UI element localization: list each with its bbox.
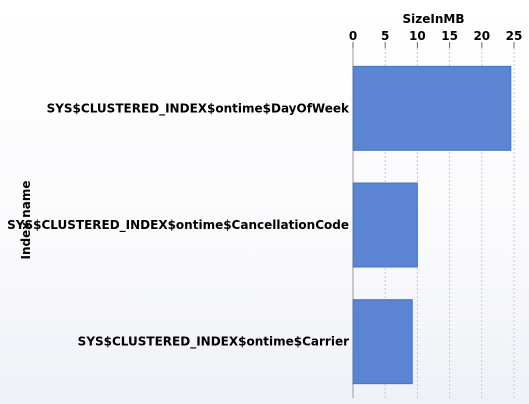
category-labels: SYS$CLUSTERED_INDEX$ontime$DayOfWeek SYS$… (7, 101, 350, 349)
category-label: SYS$CLUSTERED_INDEX$ontime$CancellationC… (7, 218, 349, 233)
bar (352, 65, 512, 151)
bar (352, 299, 413, 385)
x-tick-label: 10 (409, 29, 426, 43)
category-label: SYS$CLUSTERED_INDEX$ontime$DayOfWeek (47, 101, 350, 116)
x-axis-title: SizeInMB (403, 12, 465, 26)
category-label: SYS$CLUSTERED_INDEX$ontime$Carrier (78, 335, 349, 350)
x-tick-label: 15 (441, 29, 458, 43)
bars (352, 65, 512, 385)
x-tick-label: 0 (349, 29, 357, 43)
x-axis-ticks: 0 5 10 15 20 25 (349, 29, 523, 48)
x-tick-label: 25 (506, 29, 523, 43)
y-axis-title: Index name (19, 181, 33, 260)
x-tick-label: 5 (381, 29, 389, 43)
x-tick-label: 20 (473, 29, 490, 43)
bar (352, 182, 418, 268)
